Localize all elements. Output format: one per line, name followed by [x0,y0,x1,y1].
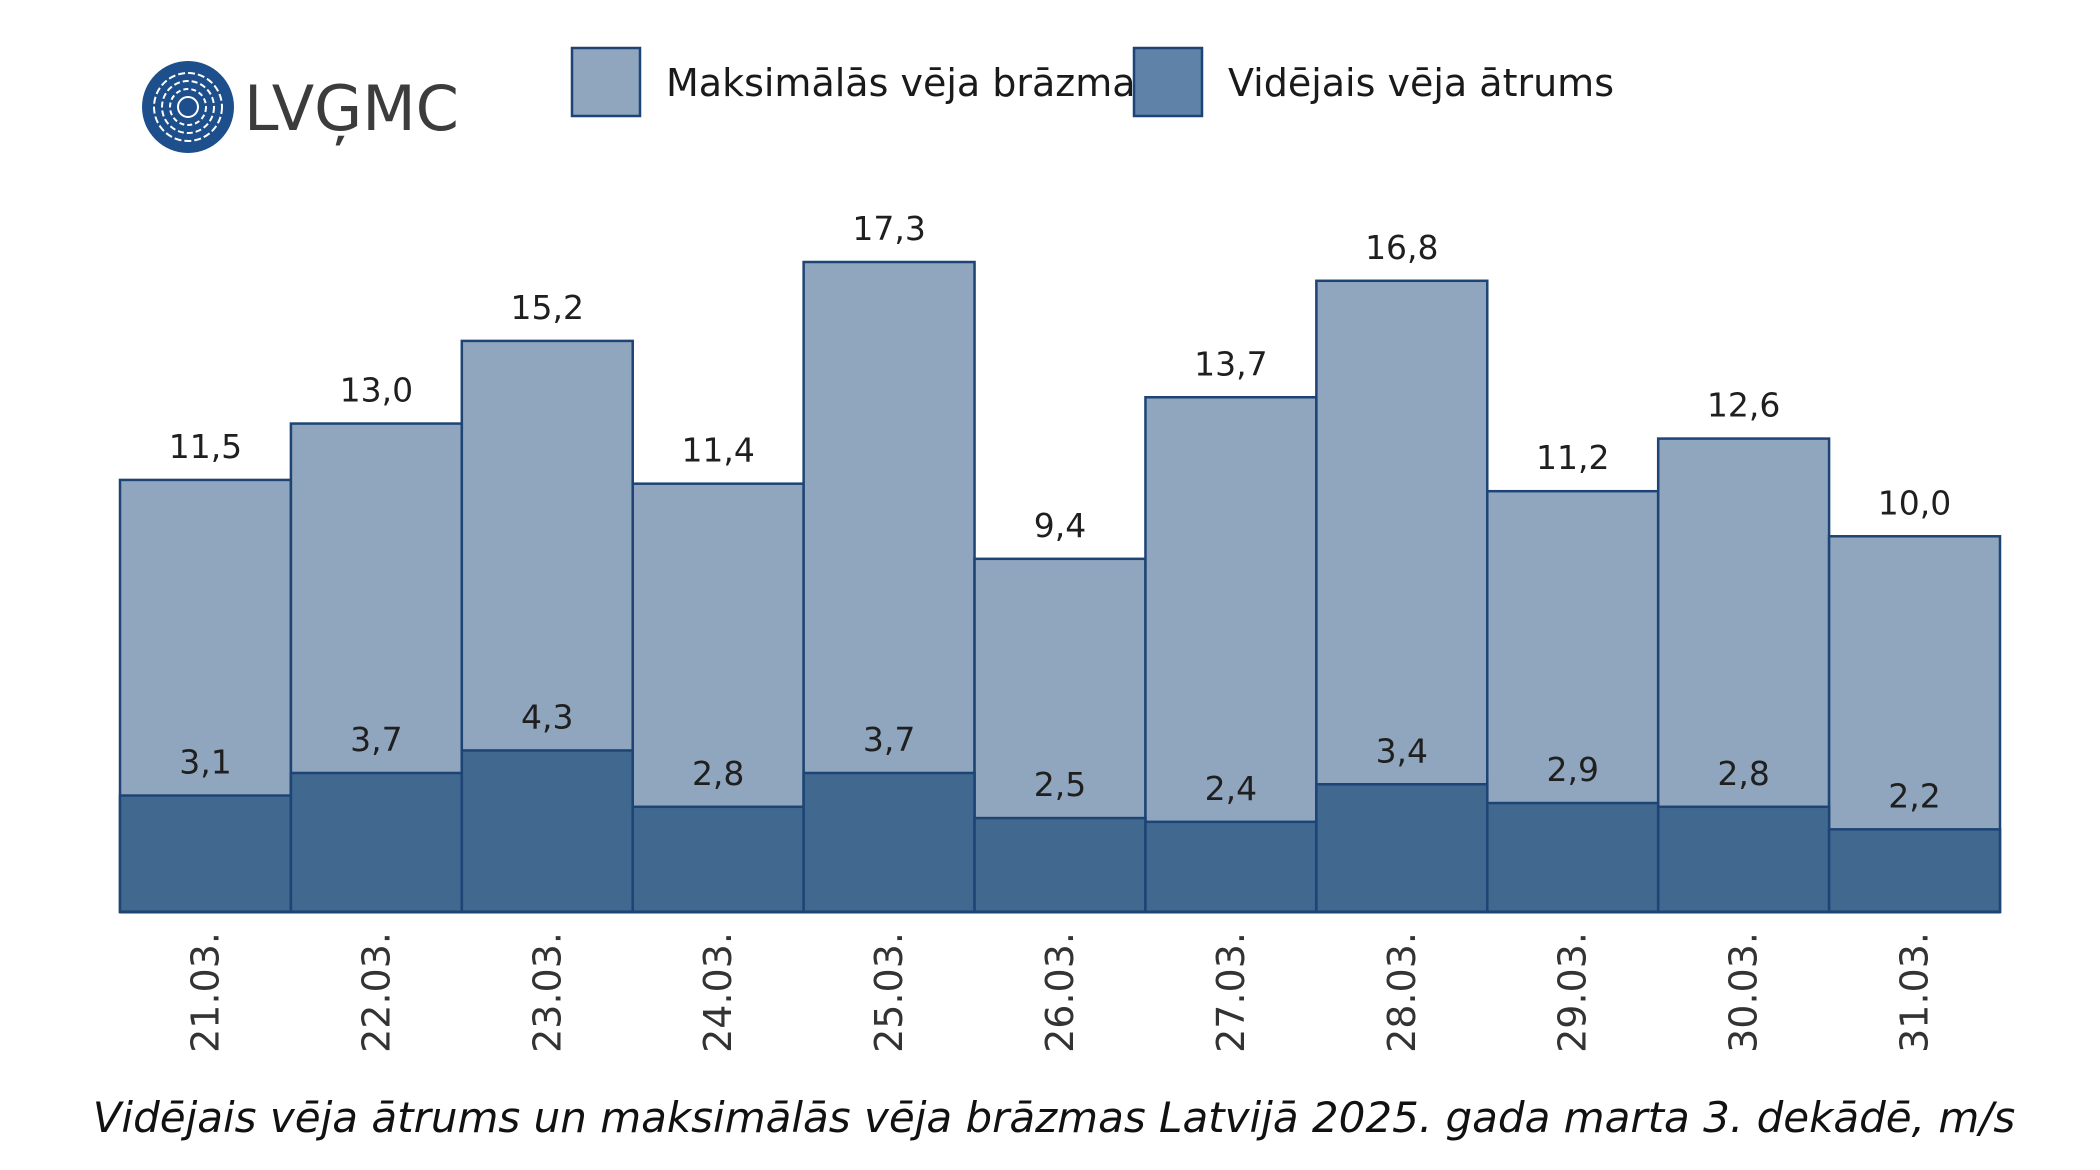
average-bar [1144,820,1318,914]
average-bar [631,805,805,914]
gust-value-label: 11,2 [1536,438,1609,477]
average-bar [1827,828,2002,914]
gust-value-label: 11,5 [169,427,242,466]
x-tick-label: 26.03. [1038,932,1082,1053]
average-bar [460,749,634,914]
gust-value-label: 13,0 [340,371,413,410]
average-value-label: 2,8 [1717,754,1769,793]
average-value-label: 2,8 [692,754,744,793]
gust-value-label: 17,3 [852,209,925,248]
average-bars [118,749,2002,914]
gust-value-label: 12,6 [1707,386,1780,425]
legend: Maksimālās vēja brāzmas Vidējais vēja āt… [570,46,1614,118]
x-tick-label: 31.03. [1893,932,1937,1053]
x-tick-label: 29.03. [1551,932,1595,1053]
x-tick-label: 24.03. [696,932,740,1053]
average-value-label: 2,5 [1034,765,1086,804]
average-bar [1315,783,1489,914]
gust-value-label: 11,4 [681,431,754,470]
x-tick-labels: 21.03. 22.03. 23.03. 24.03. 25.03. 26.03. 27.0… [183,932,1936,1053]
average-value-label: 2,4 [1205,769,1257,808]
gust-value-label: 13,7 [1194,344,1267,383]
average-bar [289,771,464,914]
legend-label-gusts: Maksimālās vēja brāzmas [666,61,1155,105]
average-bar [802,771,976,914]
legend-swatch-gusts [570,46,642,118]
gust-value-label: 16,8 [1365,228,1438,267]
legend-swatch-average [1132,46,1204,118]
average-value-label: 4,3 [521,697,573,736]
gust-value-labels: 11,5 13,0 15,2 11,4 17,3 9,4 13,7 16,8 11,2 12,6 1… [169,209,1952,545]
x-tick-label: 21.03. [183,932,227,1053]
x-tick-label: 30.03. [1722,932,1766,1053]
x-tick-label: 23.03. [525,932,569,1053]
chart-caption: Vidējais vēja ātrums un maksimālās vēja … [93,1093,2016,1142]
gust-value-label: 15,2 [511,288,584,327]
lvgmc-wave-logo-icon [142,61,234,153]
average-value-label: 3,1 [179,743,231,782]
logo-text: LVĢMC [244,72,459,146]
x-tick-label: 27.03. [1209,932,1253,1053]
x-tick-label: 22.03. [354,932,398,1053]
average-value-label: 2,2 [1888,776,1940,815]
average-bar [1486,801,1660,914]
gust-value-label: 9,4 [1034,506,1086,545]
x-tick-label: 25.03. [867,932,911,1053]
average-value-label: 3,4 [1376,731,1428,770]
x-tick-label: 28.03. [1380,932,1424,1053]
average-bar [973,816,1147,914]
average-value-label: 3,7 [863,720,915,759]
average-value-labels: 3,1 3,7 4,3 2,8 3,7 2,5 2,4 3,4 2,9 2,8 2,2 [179,697,1941,815]
average-value-label: 2,9 [1546,750,1598,789]
logo: LVĢMC [142,61,459,153]
gust-value-label: 10,0 [1878,483,1951,522]
average-value-label: 3,7 [350,720,402,759]
average-bar [1656,805,1831,914]
average-bar [118,794,293,914]
legend-label-average: Vidējais vēja ātrums [1228,61,1614,105]
